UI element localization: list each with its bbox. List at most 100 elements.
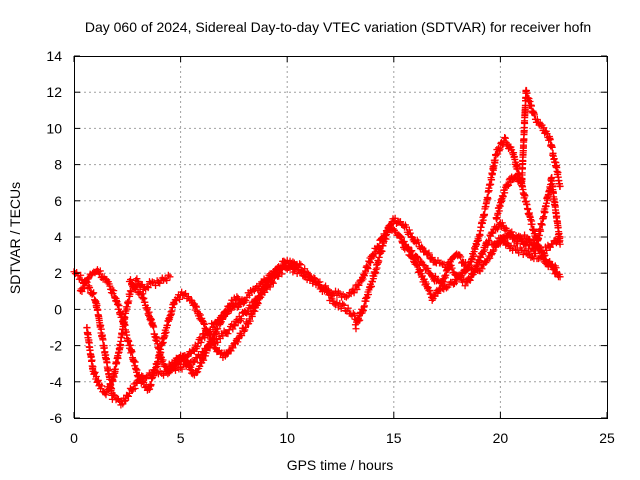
- data-point: [85, 282, 93, 290]
- data-point: [78, 287, 86, 295]
- gridlines: [74, 56, 607, 418]
- data-point: [413, 253, 421, 261]
- data-point: [414, 238, 422, 246]
- data-point: [92, 372, 100, 380]
- data-point: [406, 229, 414, 237]
- data-point: [91, 368, 99, 376]
- data-point: [542, 256, 550, 264]
- data-point: [398, 238, 406, 246]
- data-point: [548, 143, 556, 151]
- data-point: [548, 261, 556, 269]
- data-point: [214, 325, 222, 333]
- data-point: [494, 150, 502, 158]
- data-point: [144, 284, 152, 292]
- data-point: [233, 293, 241, 301]
- data-point: [424, 265, 432, 273]
- data-point: [172, 297, 180, 305]
- data-point: [481, 246, 489, 254]
- data-point: [121, 397, 129, 405]
- data-point: [404, 243, 412, 251]
- data-point: [297, 261, 305, 269]
- data-point: [375, 243, 383, 251]
- data-point: [367, 259, 375, 267]
- data-point: [368, 278, 376, 286]
- data-point: [80, 284, 88, 292]
- data-point: [191, 358, 199, 366]
- data-point: [485, 236, 493, 244]
- data-point: [133, 282, 141, 290]
- data-point: [442, 284, 450, 292]
- data-point: [254, 299, 262, 307]
- data-point: [231, 322, 239, 330]
- data-point: [355, 281, 363, 289]
- data-point: [434, 289, 442, 297]
- data-point: [110, 373, 118, 381]
- data-point: [230, 321, 238, 329]
- data-point: [540, 124, 548, 132]
- data-point: [472, 262, 480, 270]
- data-point: [498, 219, 506, 227]
- data-point: [521, 231, 529, 239]
- data-point: [155, 345, 163, 353]
- data-point: [296, 260, 304, 268]
- data-point: [501, 189, 509, 197]
- data-point: [110, 287, 118, 295]
- data-point: [374, 243, 382, 251]
- data-point: [98, 382, 106, 390]
- data-point: [246, 317, 254, 325]
- data-point: [502, 139, 510, 147]
- data-point: [196, 311, 204, 319]
- y-axis-label: SDTVAR / TECUs: [7, 182, 23, 294]
- data-point: [147, 381, 155, 389]
- data-point: [487, 251, 495, 259]
- data-point: [478, 265, 486, 273]
- data-point: [556, 273, 564, 281]
- data-point: [344, 304, 352, 312]
- data-point: [489, 247, 497, 255]
- data-point: [475, 257, 483, 265]
- data-point: [466, 261, 474, 269]
- data-point: [340, 301, 348, 309]
- data-point: [334, 288, 342, 296]
- data-point: [158, 358, 166, 366]
- data-point: [234, 338, 242, 346]
- x-axis-label: GPS time / hours: [287, 457, 394, 473]
- data-point: [88, 356, 96, 364]
- data-point: [349, 309, 357, 317]
- data-point: [89, 290, 97, 298]
- data-point: [405, 226, 413, 234]
- data-point: [176, 295, 184, 303]
- data-point: [364, 265, 372, 273]
- x-tick-label: 25: [599, 430, 615, 446]
- data-point: [353, 285, 361, 293]
- data-point: [109, 377, 117, 385]
- data-point: [238, 332, 246, 340]
- data-point: [289, 258, 297, 266]
- data-point: [227, 306, 235, 314]
- series-8: [492, 86, 564, 223]
- data-point: [397, 233, 405, 241]
- data-point: [225, 326, 233, 334]
- data-point: [150, 323, 158, 331]
- y-tick-label: -4: [50, 374, 63, 390]
- series-5: [283, 214, 564, 301]
- data-point: [437, 279, 445, 287]
- data-point: [106, 282, 114, 290]
- y-tick-label: 2: [54, 265, 62, 281]
- data-point: [391, 214, 399, 222]
- data-point: [178, 365, 186, 373]
- data-point: [211, 344, 219, 352]
- axis-ticks: 0 5 10 15 20 25 -6 -4 -2 0 2 4 6 8 10 12 14: [46, 48, 615, 446]
- data-point: [264, 278, 272, 286]
- data-point: [159, 356, 167, 364]
- data-point: [254, 299, 262, 307]
- data-point: [144, 304, 152, 312]
- x-tick-label: 0: [70, 430, 78, 446]
- data-point: [126, 276, 134, 284]
- data-point: [166, 273, 174, 281]
- data-point: [431, 272, 439, 280]
- data-point: [501, 134, 509, 142]
- data-point: [537, 227, 545, 235]
- data-point: [194, 368, 202, 376]
- y-tick-label: 10: [46, 120, 62, 136]
